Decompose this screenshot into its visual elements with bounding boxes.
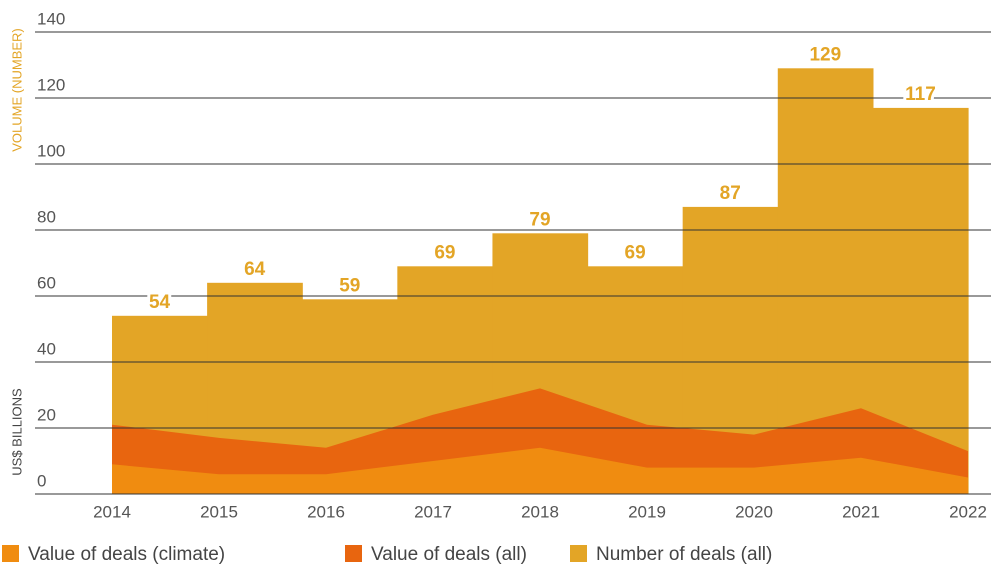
x-tick-label: 2015 — [200, 502, 238, 521]
legend-label: Number of deals (all) — [596, 544, 772, 565]
y-tick-label: 140 — [37, 9, 65, 28]
data-label: 59 — [339, 275, 360, 296]
data-label: 54 — [149, 292, 171, 313]
data-label: 87 — [720, 183, 741, 204]
x-tick-label: 2016 — [307, 502, 345, 521]
y-tick-label: 40 — [37, 339, 56, 358]
x-tick-label: 2020 — [735, 502, 773, 521]
data-label: 117 — [905, 84, 936, 105]
legend-swatch — [2, 545, 19, 562]
data-label: 79 — [529, 209, 550, 230]
legend-swatch — [345, 545, 362, 562]
data-label: 129 — [809, 44, 841, 65]
y-axis-label-bottom: US$ BILLIONS — [9, 388, 24, 476]
x-tick-label: 2021 — [842, 502, 880, 521]
legend-swatch — [570, 545, 587, 562]
data-label: 64 — [244, 259, 266, 280]
x-tick-label: 2018 — [521, 502, 559, 521]
x-tick-label: 2019 — [628, 502, 666, 521]
x-tick-label: 2014 — [93, 502, 131, 521]
y-axis-label-top: VOLUME (NUMBER) — [9, 28, 24, 152]
y-tick-label: 60 — [37, 273, 56, 292]
legend-label: Value of deals (climate) — [28, 544, 225, 565]
data-label: 69 — [625, 242, 646, 263]
y-tick-label: 120 — [37, 75, 65, 94]
legend-label: Value of deals (all) — [371, 544, 527, 565]
data-label: 69 — [434, 242, 455, 263]
y-tick-label: 80 — [37, 207, 56, 226]
y-tick-label: 20 — [37, 405, 56, 424]
x-tick-label: 2017 — [414, 502, 452, 521]
x-tick-label: 2022 — [949, 502, 987, 521]
y-tick-label: 100 — [37, 141, 65, 160]
y-tick-label: 0 — [37, 471, 46, 490]
area — [112, 447, 968, 494]
